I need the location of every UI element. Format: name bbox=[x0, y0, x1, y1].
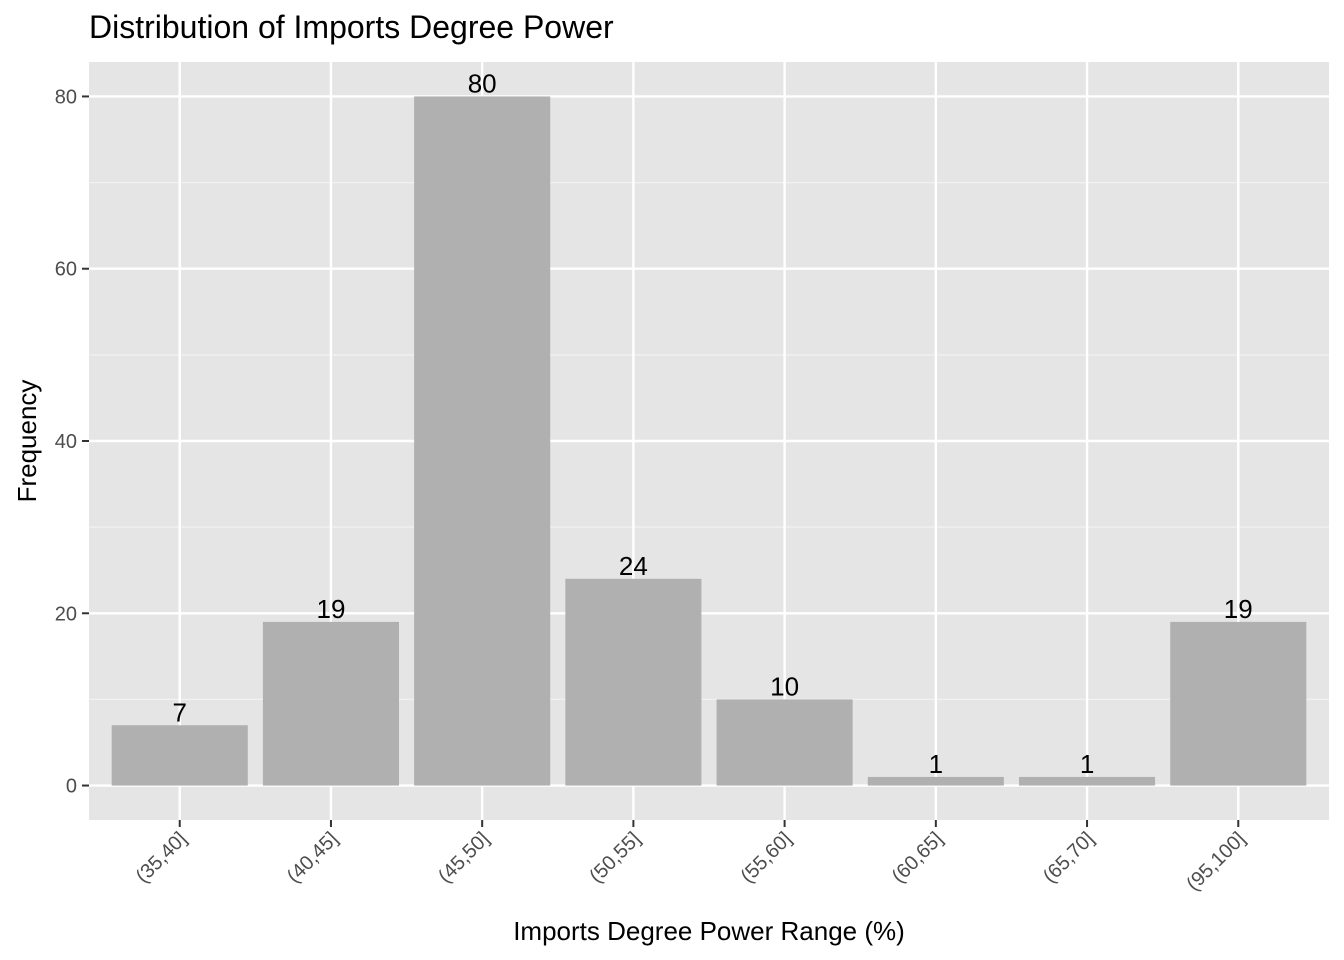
bar bbox=[1170, 621, 1307, 786]
bar-value-label: 19 bbox=[1224, 594, 1253, 624]
chart-title: Distribution of Imports Degree Power bbox=[89, 9, 614, 45]
x-tick-label: (95,100] bbox=[1182, 828, 1249, 895]
bar-value-label: 80 bbox=[468, 68, 497, 98]
bar-value-label: 10 bbox=[770, 671, 799, 701]
x-tick-label: (45,50] bbox=[434, 828, 494, 888]
x-axis-title: Imports Degree Power Range (%) bbox=[513, 916, 905, 946]
y-axis: 0 20 40 60 80 bbox=[55, 86, 89, 798]
bar-value-label: 19 bbox=[316, 594, 345, 624]
y-tick-label: 80 bbox=[55, 86, 77, 108]
bar-value-labels: 7 19 80 24 10 1 1 19 bbox=[172, 68, 1252, 778]
y-axis-title: Frequency bbox=[12, 380, 42, 503]
x-tick-label: (35,40] bbox=[132, 828, 192, 888]
x-axis: (35,40] (40,45] (45,50] (50,55] (55,60] (60,6… bbox=[132, 820, 1250, 895]
bar-value-label: 7 bbox=[172, 697, 186, 727]
bar-value-label: 24 bbox=[619, 551, 648, 581]
bar bbox=[867, 776, 1004, 786]
x-tick-label: (55,60] bbox=[737, 828, 797, 888]
bar bbox=[1019, 776, 1156, 786]
y-tick-label: 20 bbox=[55, 603, 77, 625]
y-tick-label: 40 bbox=[55, 431, 77, 453]
bar-value-label: 1 bbox=[929, 749, 943, 779]
bars bbox=[111, 96, 1307, 786]
x-tick-label: (60,65] bbox=[888, 828, 948, 888]
bar bbox=[716, 699, 853, 786]
bar bbox=[111, 725, 248, 786]
x-tick-label: (65,70] bbox=[1039, 828, 1099, 888]
y-tick-label: 0 bbox=[66, 776, 77, 798]
bar bbox=[262, 621, 399, 786]
bar-value-label: 1 bbox=[1080, 749, 1094, 779]
x-tick-label: (50,55] bbox=[585, 828, 645, 888]
y-tick-label: 60 bbox=[55, 259, 77, 281]
bar bbox=[414, 96, 551, 786]
x-tick-label: (40,45] bbox=[283, 828, 343, 888]
bar bbox=[565, 578, 702, 786]
